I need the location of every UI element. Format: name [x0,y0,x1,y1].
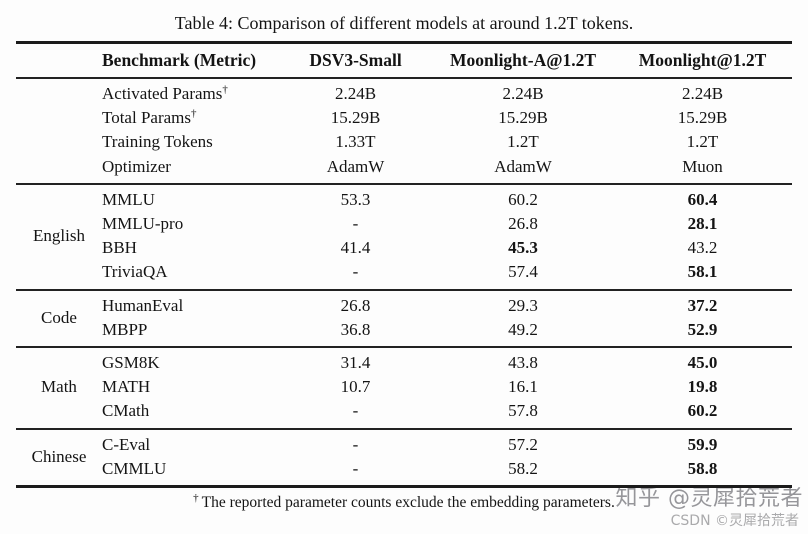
metric-cell: CMath [102,401,150,421]
section-english: English MMLU 53.3 60.2 60.4 MMLU-pro - 2… [16,182,792,289]
metric-cell: GSM8K [102,353,160,373]
metric-cell: MBPP [102,319,148,339]
value-cell: 31.4 [340,353,371,373]
column-header-moonlight: Moonlight@1.2T [638,50,767,70]
section-chinese: Chinese C-Eval - 57.2 59.9 CMMLU - 58.2 … [16,427,792,485]
metric-cell: Optimizer [102,155,278,179]
value-cell: 43.2 [687,238,718,258]
value-cell: 1.2T [507,132,539,152]
value-cell: 2.24B [681,84,724,103]
row-group-label: Math [41,377,77,397]
metric-cell: Training Tokens [102,130,278,154]
metric-cell: C-Eval [102,434,151,454]
value-cell: - [352,262,359,282]
value-cell: 2.24B [334,84,377,103]
metric-cell: Total Params† [102,106,278,130]
metric-label: Total Params [102,108,191,128]
value-cell: 58.2 [508,458,538,478]
value-cell: 49.2 [508,319,538,339]
dagger-mark: † [193,491,199,504]
value-cell: 57.4 [508,262,538,282]
metric-cell: MMLU-pro [102,214,184,234]
value-cell: AdamW [494,156,552,176]
row-group-label: English [33,226,85,246]
value-cell-best: 60.2 [687,401,718,421]
metric-cell: HumanEval [102,295,184,315]
value-cell: 60.2 [508,189,538,209]
value-cell-best: 58.1 [687,262,718,282]
value-cell: 53.3 [340,189,371,209]
row-group-label: Chinese [31,446,87,466]
value-cell: 57.8 [508,401,538,421]
table-footnote: † The reported parameter counts exclude t… [0,491,808,512]
dagger-mark: † [222,83,228,96]
value-cell-best: 45.0 [687,353,718,373]
value-cell: 16.1 [508,377,538,397]
metric-cell: CMMLU [102,458,167,478]
column-header-benchmark: Benchmark (Metric) [102,50,257,70]
metric-label: Training Tokens [102,132,213,152]
value-cell: 15.29B [498,108,548,128]
value-cell: - [352,214,359,234]
value-cell: 57.2 [508,434,538,454]
value-cell-best: 28.1 [687,214,718,234]
metric-cell: MATH [102,377,151,397]
section-params: Activated Params† 2.24B 2.24B 2.24B Tota… [16,79,792,183]
value-cell: - [352,401,359,421]
value-cell: 26.8 [508,214,538,234]
value-cell: 1.2T [686,132,719,152]
value-cell-best: 37.2 [687,295,718,315]
metric-label: Activated Params [102,84,223,103]
value-cell: AdamW [326,156,385,176]
value-cell: - [352,434,359,454]
value-cell: - [352,458,359,478]
table-caption: Table 4: Comparison of different models … [174,13,634,33]
value-cell-best: 52.9 [687,319,718,339]
csdn-watermark: CSDN ©灵犀拾荒者 [670,513,799,529]
value-cell: 41.4 [340,238,371,258]
zhihu-watermark: 知乎 @灵犀拾荒者 [615,486,803,511]
metric-cell: MMLU [102,189,155,209]
value-cell: 10.7 [340,377,371,397]
value-cell-best: 19.8 [687,377,718,397]
value-cell: 29.3 [508,295,538,315]
value-cell: 2.24B [502,84,544,103]
value-cell: 26.8 [340,295,371,315]
paper-table: Benchmark (Metric) DSV3-Small Moonlight-… [16,41,792,489]
column-header-dsv3-small: DSV3-Small [309,50,402,70]
value-cell: 15.29B [677,108,728,128]
metric-cell: BBH [102,238,137,258]
value-cell-best: 58.8 [687,458,718,478]
table-header-row: Benchmark (Metric) DSV3-Small Moonlight-… [16,44,792,79]
dagger-mark: † [190,107,197,120]
metric-cell: TriviaQA [102,262,168,282]
column-header-moonlight-a: Moonlight-A@1.2T [449,50,597,70]
value-cell-best: 60.4 [687,189,718,209]
section-code: Code HumanEval 26.8 29.3 37.2 MBPP 36.8 … [16,288,792,346]
section-math: Math GSM8K 31.4 43.8 45.0 MATH 10.7 16.1… [16,346,792,428]
value-cell: Muon [682,156,723,176]
metric-label: Optimizer [102,156,171,176]
value-cell-best: 59.9 [687,434,718,454]
value-cell: 1.33T [335,132,376,152]
value-cell: 43.8 [508,353,538,373]
row-group-label: Code [41,307,77,327]
value-cell-best: 45.3 [508,238,538,258]
footnote-text: The reported parameter counts exclude th… [201,494,615,512]
value-cell: 36.8 [340,319,371,339]
value-cell: 15.29B [330,108,381,128]
metric-cell: Activated Params† [102,82,278,106]
